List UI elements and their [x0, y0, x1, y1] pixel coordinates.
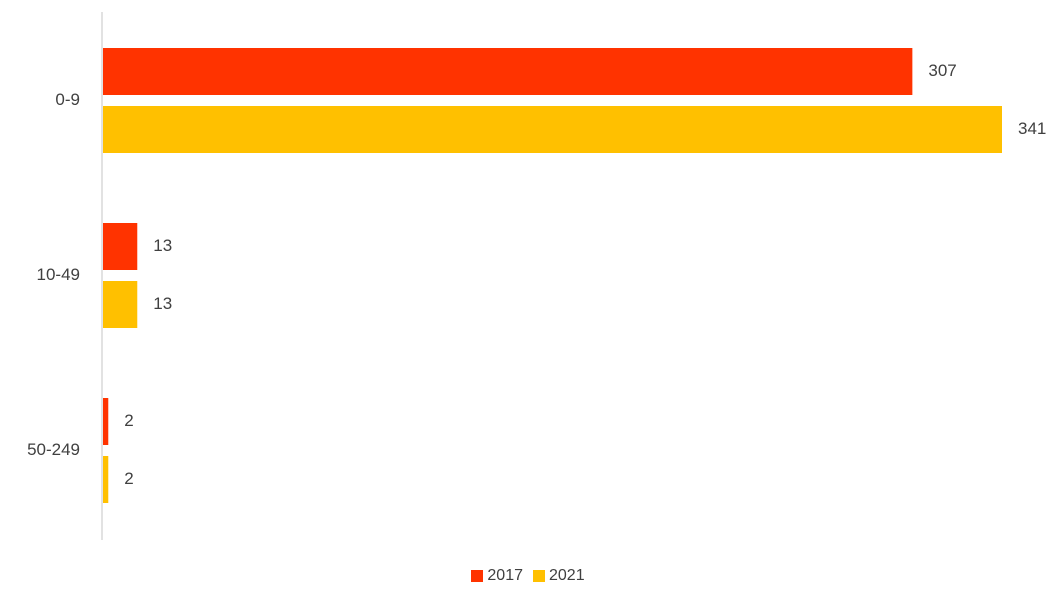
legend-swatch — [533, 570, 545, 582]
data-label: 307 — [928, 61, 956, 80]
bar-2021 — [103, 281, 138, 328]
bar-2017 — [103, 48, 913, 95]
legend-label: 2021 — [549, 567, 585, 584]
category-label: 10-49 — [37, 265, 80, 284]
category-label: 0-9 — [55, 90, 80, 109]
bar-2021 — [103, 106, 1002, 153]
bar-2021 — [103, 456, 109, 503]
category-label: 50-249 — [27, 440, 80, 459]
bar-2017 — [103, 398, 109, 445]
data-label: 2 — [124, 411, 133, 430]
bar-2017 — [103, 223, 138, 270]
data-label: 13 — [153, 236, 172, 255]
legend-label: 2017 — [487, 567, 523, 584]
data-label: 341 — [1018, 119, 1046, 138]
legend-item: 2017 — [471, 567, 523, 585]
labels-layer: 0-9 307 341 10-49 13 13 50-249 2 2 — [27, 61, 1046, 488]
legend-swatch — [471, 570, 484, 582]
legend-item: 2021 — [533, 567, 585, 585]
bars-layer — [103, 48, 1002, 503]
chart-legend: 2017 2021 — [0, 567, 1056, 585]
data-label: 13 — [153, 294, 172, 313]
data-label: 2 — [124, 469, 133, 488]
